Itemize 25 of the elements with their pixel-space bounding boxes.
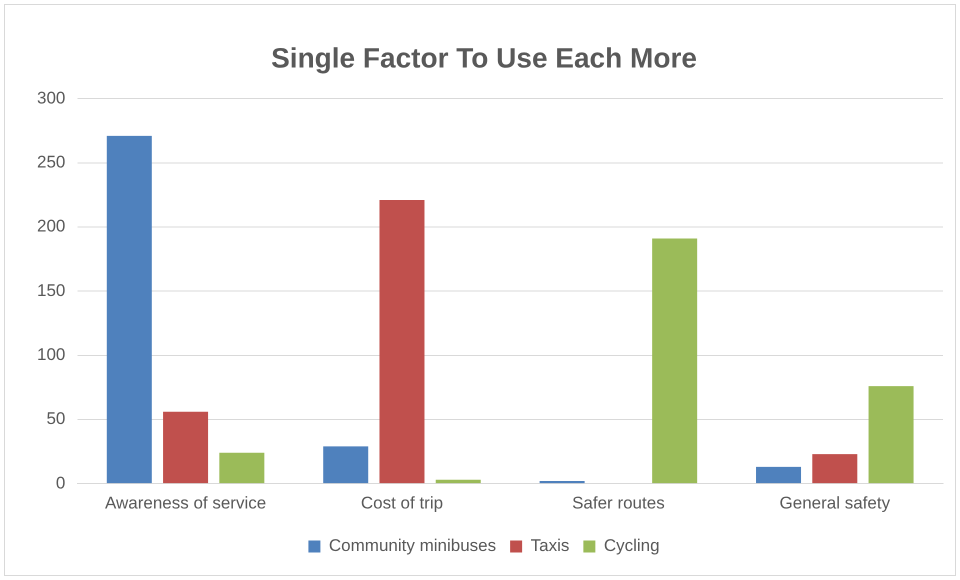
legend-label: Taxis [530, 536, 570, 556]
bar [106, 136, 152, 484]
y-tick-label: 150 [36, 280, 66, 300]
legend-label: Cycling [604, 536, 660, 556]
y-tick-label: 100 [36, 344, 66, 364]
chart-title: Single Factor To Use Each More [271, 42, 697, 74]
bar [379, 200, 424, 484]
y-tick-label: 200 [36, 216, 66, 236]
bar [323, 446, 368, 484]
y-tick-label: 50 [46, 409, 66, 428]
y-tick-label: 300 [36, 88, 66, 108]
bar [812, 454, 858, 484]
legend-label: Community minibuses [328, 536, 496, 556]
bar [163, 412, 208, 484]
y-tick-label: 0 [56, 473, 66, 492]
bar [756, 466, 802, 484]
x-tick-label: Awareness of service [104, 493, 266, 512]
x-tick-label: Cost of trip [360, 493, 444, 512]
bar [868, 386, 914, 484]
x-tick-label: General safety [780, 493, 891, 512]
bar [652, 238, 698, 484]
y-tick-label: 250 [36, 152, 66, 172]
bar [219, 452, 264, 484]
bar [436, 480, 481, 484]
x-tick-label: Safer routes [572, 493, 665, 512]
